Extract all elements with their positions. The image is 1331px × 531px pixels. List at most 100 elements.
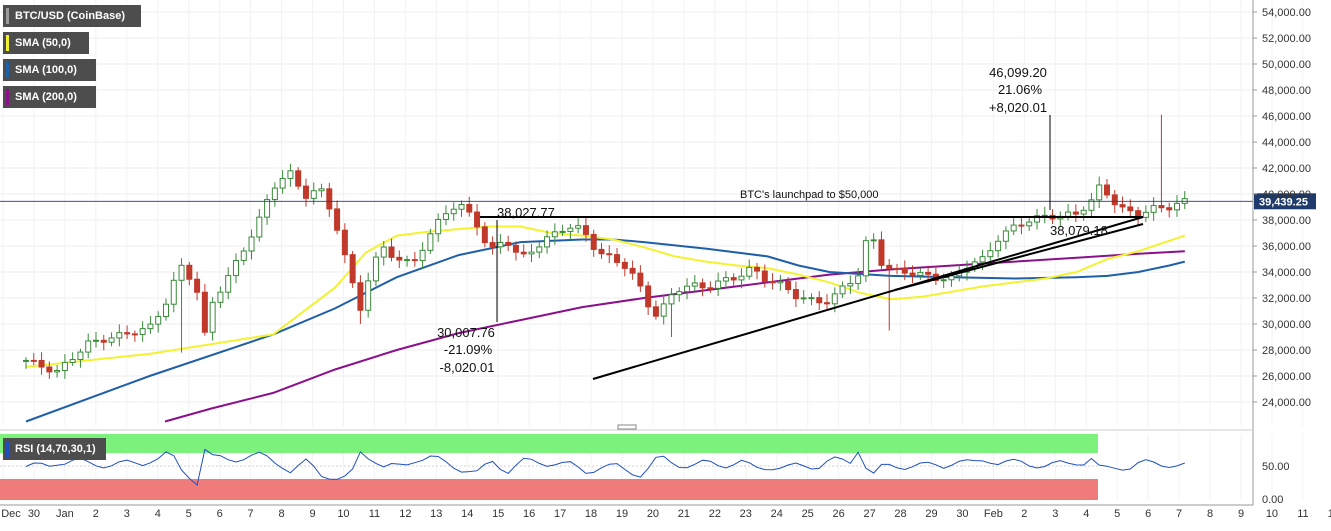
y-tick-label: 44,000.00 bbox=[1262, 137, 1311, 149]
ascending-trendline bbox=[592, 216, 1144, 380]
candle-body bbox=[901, 267, 908, 274]
candle-body bbox=[310, 190, 317, 199]
candle-body bbox=[326, 188, 333, 210]
x-tick-label: 30 bbox=[28, 508, 40, 520]
candle-body bbox=[676, 291, 683, 296]
candle-body bbox=[544, 236, 551, 248]
candle-body bbox=[217, 291, 224, 303]
candle-body bbox=[621, 261, 628, 269]
candle-body bbox=[194, 278, 201, 293]
level-right-label: 38,079.18 bbox=[1050, 223, 1108, 238]
x-tick-label: 2 bbox=[93, 508, 99, 520]
candle-body bbox=[528, 251, 535, 255]
candle-body bbox=[186, 264, 193, 280]
x-tick-label: 21 bbox=[678, 508, 690, 520]
candle-body bbox=[761, 270, 768, 282]
candle-body bbox=[147, 323, 154, 330]
candle-body bbox=[979, 256, 986, 263]
legend-rsi[interactable]: RSI (14,70,30,1) bbox=[3, 438, 106, 460]
candle-body bbox=[271, 187, 278, 201]
candle-body bbox=[442, 213, 449, 220]
candle-body bbox=[800, 297, 807, 300]
candle-body bbox=[100, 339, 107, 343]
y-tick-label: 24,000.00 bbox=[1262, 397, 1311, 409]
candle-body bbox=[372, 256, 379, 282]
candle-body bbox=[512, 244, 519, 253]
rise-high-label: 46,099.20 bbox=[989, 65, 1047, 80]
candle-body bbox=[38, 360, 45, 368]
candle-body bbox=[23, 359, 29, 362]
candle-body bbox=[614, 254, 621, 263]
x-tick-label: 3 bbox=[1052, 508, 1058, 520]
candle-body bbox=[131, 333, 138, 336]
candle-body bbox=[341, 229, 348, 256]
candle-body bbox=[474, 211, 481, 228]
candle-body bbox=[1088, 199, 1095, 211]
candle-body bbox=[559, 230, 566, 233]
x-tick-label: 12 bbox=[399, 508, 411, 520]
candle-body bbox=[162, 303, 169, 318]
candle-body bbox=[170, 279, 177, 305]
candle-body bbox=[878, 239, 885, 266]
candle-body bbox=[1173, 202, 1180, 211]
candles bbox=[23, 114, 1188, 379]
sma-lines bbox=[25, 225, 1186, 486]
candle-body bbox=[139, 328, 146, 335]
candle-body bbox=[1166, 207, 1173, 211]
candle-body bbox=[404, 259, 411, 262]
candle-body bbox=[92, 339, 99, 342]
legend-sma200-label: SMA (200,0) bbox=[15, 91, 77, 103]
legend-sma100[interactable]: SMA (100,0) bbox=[3, 59, 96, 81]
candle-body bbox=[567, 227, 574, 232]
x-tick-label: 7 bbox=[248, 508, 254, 520]
candle-body bbox=[995, 240, 1002, 252]
candle-body bbox=[85, 340, 92, 353]
candle-body bbox=[1150, 205, 1157, 213]
legend-instrument-label: BTC/USD (CoinBase) bbox=[15, 10, 126, 22]
rise-abs-label: +8,020.01 bbox=[989, 100, 1047, 115]
candle-body bbox=[279, 177, 286, 189]
x-tick-label: Feb bbox=[984, 508, 1003, 520]
candle-body bbox=[754, 266, 761, 272]
candle-body bbox=[909, 272, 916, 276]
candle-body bbox=[302, 185, 309, 199]
candle-body bbox=[435, 218, 442, 235]
candle-body bbox=[831, 293, 838, 305]
candle-body bbox=[248, 236, 255, 252]
legend-sma50[interactable]: SMA (50,0) bbox=[3, 32, 89, 54]
candle-body bbox=[520, 251, 527, 255]
candle-body bbox=[481, 226, 488, 244]
x-tick-label: Dec bbox=[1, 508, 21, 520]
legend-sma200[interactable]: SMA (200,0) bbox=[3, 86, 96, 108]
x-tick-label: 6 bbox=[1145, 508, 1151, 520]
candle-body bbox=[785, 280, 792, 291]
legend-instrument[interactable]: BTC/USD (CoinBase) bbox=[3, 5, 141, 27]
x-tick-label: 14 bbox=[461, 508, 473, 520]
candle-body bbox=[777, 280, 784, 284]
candle-body bbox=[917, 271, 924, 276]
x-tick-label: 7 bbox=[1176, 508, 1182, 520]
candle-body bbox=[575, 225, 582, 229]
x-tick-label: 16 bbox=[523, 508, 535, 520]
candle-body bbox=[847, 282, 854, 287]
candle-body bbox=[668, 294, 675, 305]
candle-body bbox=[458, 204, 465, 210]
candle-body bbox=[855, 275, 862, 284]
candle-body bbox=[1096, 184, 1103, 201]
candle-body bbox=[124, 332, 131, 335]
candle-body bbox=[691, 282, 698, 287]
x-tick-label: 25 bbox=[802, 508, 814, 520]
candle-body bbox=[388, 246, 395, 258]
y-tick-label: 52,000.00 bbox=[1262, 33, 1311, 45]
candle-body bbox=[209, 301, 216, 333]
candle-body bbox=[1026, 221, 1033, 227]
x-tick-label: 22 bbox=[709, 508, 721, 520]
candle-body bbox=[497, 242, 504, 248]
candle-body bbox=[894, 267, 901, 270]
x-tick-label: 10 bbox=[337, 508, 349, 520]
y-tick-label: 36,000.00 bbox=[1262, 241, 1311, 253]
x-tick-label: 13 bbox=[430, 508, 442, 520]
candle-body bbox=[1119, 204, 1126, 208]
